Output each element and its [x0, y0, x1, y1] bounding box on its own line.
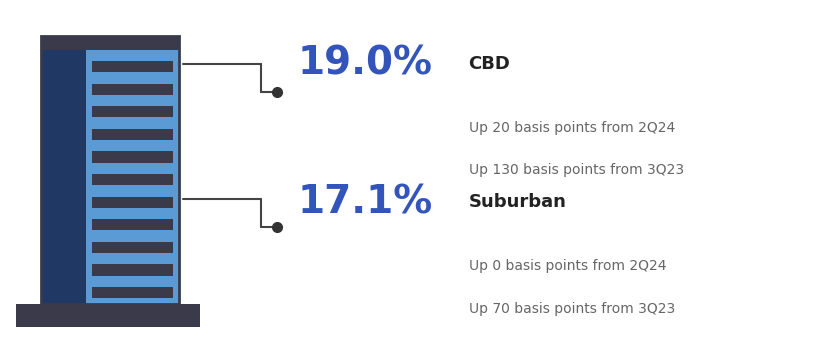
Bar	[92, 106, 173, 118]
Bar	[41, 36, 179, 304]
Text: 17.1%: 17.1%	[297, 183, 433, 222]
Text: Up 130 basis points from 3Q23: Up 130 basis points from 3Q23	[469, 163, 684, 178]
Bar	[86, 50, 179, 304]
Bar	[92, 197, 173, 208]
Bar	[92, 151, 173, 163]
Bar	[92, 83, 173, 95]
Text: Suburban: Suburban	[469, 193, 566, 211]
Text: CBD: CBD	[469, 55, 510, 73]
Bar	[41, 36, 179, 50]
Bar	[92, 242, 173, 253]
Text: 19.0%: 19.0%	[297, 45, 433, 83]
Bar	[92, 264, 173, 275]
Bar	[92, 129, 173, 140]
Text: Up 70 basis points from 3Q23: Up 70 basis points from 3Q23	[469, 302, 675, 316]
Bar	[92, 174, 173, 185]
Bar	[41, 50, 86, 304]
Bar	[92, 219, 173, 230]
Text: Up 0 basis points from 2Q24: Up 0 basis points from 2Q24	[469, 259, 666, 273]
Bar	[92, 287, 173, 298]
Text: Up 20 basis points from 2Q24: Up 20 basis points from 2Q24	[469, 121, 675, 135]
Bar	[16, 304, 200, 327]
Bar	[92, 61, 173, 72]
